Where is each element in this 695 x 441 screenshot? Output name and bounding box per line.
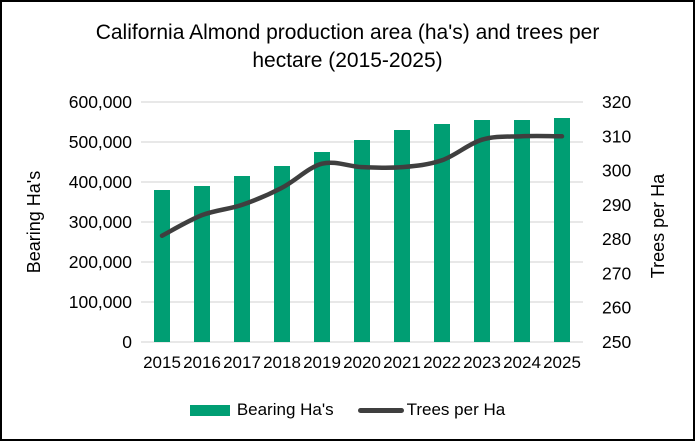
- legend-line-swatch: [357, 407, 404, 413]
- left-axis-tick-label: 0: [122, 332, 132, 352]
- x-axis-tick-label: 2020: [343, 353, 381, 372]
- left-axis-tick-label: 300,000: [69, 212, 133, 232]
- x-axis-tick-label: 2024: [503, 353, 541, 372]
- bar-2021: [394, 130, 410, 342]
- right-axis-tick-label: 320: [602, 92, 631, 112]
- bar-2024: [514, 120, 530, 342]
- left-axis-tick-label: 200,000: [69, 252, 133, 272]
- right-axis-tick-label: 290: [602, 195, 631, 215]
- left-axis-title: Bearing Ha's: [24, 171, 44, 274]
- right-axis-tick-label: 260: [602, 298, 631, 318]
- chart-legend: Bearing Ha's Trees per Ha: [2, 398, 693, 422]
- legend-label-bearing-has: Bearing Ha's: [236, 400, 334, 419]
- bar-2019: [314, 152, 330, 342]
- chart-title: California Almond production area (ha's)…: [95, 21, 600, 72]
- trees-per-ha-line: [159, 133, 565, 238]
- right-axis-tick-label: 310: [602, 126, 631, 146]
- bar-2025: [554, 118, 570, 342]
- bar-2015: [154, 190, 170, 342]
- x-axis-tick-label: 2019: [303, 353, 341, 372]
- right-axis-tick-label: 270: [602, 263, 631, 283]
- bar-2022: [434, 124, 450, 342]
- left-axis-tick-label: 400,000: [69, 172, 133, 192]
- x-axis-tick-label: 2015: [143, 353, 181, 372]
- x-axis-tick-label: 2016: [183, 353, 221, 372]
- bar-2020: [354, 140, 370, 342]
- x-axis-tick-label: 2023: [463, 353, 501, 372]
- legend-bar-swatch: [189, 404, 230, 416]
- x-axis-tick-label: 2017: [223, 353, 261, 372]
- right-axis-tick-label: 300: [602, 161, 631, 181]
- x-axis-tick-label: 2022: [423, 353, 461, 372]
- right-axis-title: Trees per Ha: [648, 173, 668, 278]
- bar-2016: [194, 186, 210, 342]
- x-axis-tick-label: 2025: [543, 353, 581, 372]
- bar-2017: [234, 176, 250, 342]
- left-axis-tick-label: 100,000: [69, 292, 133, 312]
- bar-2023: [474, 120, 490, 342]
- left-axis-tick-label: 500,000: [69, 132, 133, 152]
- legend-label-trees-per-ha: Trees per Ha: [406, 400, 506, 419]
- right-axis-tick-label: 280: [602, 229, 631, 249]
- x-axis-tick-label: 2018: [263, 353, 301, 372]
- right-axis-tick-label: 250: [602, 332, 631, 352]
- bar-2018: [274, 166, 290, 342]
- left-axis-tick-label: 600,000: [69, 92, 133, 112]
- x-axis-tick-label: 2021: [383, 353, 421, 372]
